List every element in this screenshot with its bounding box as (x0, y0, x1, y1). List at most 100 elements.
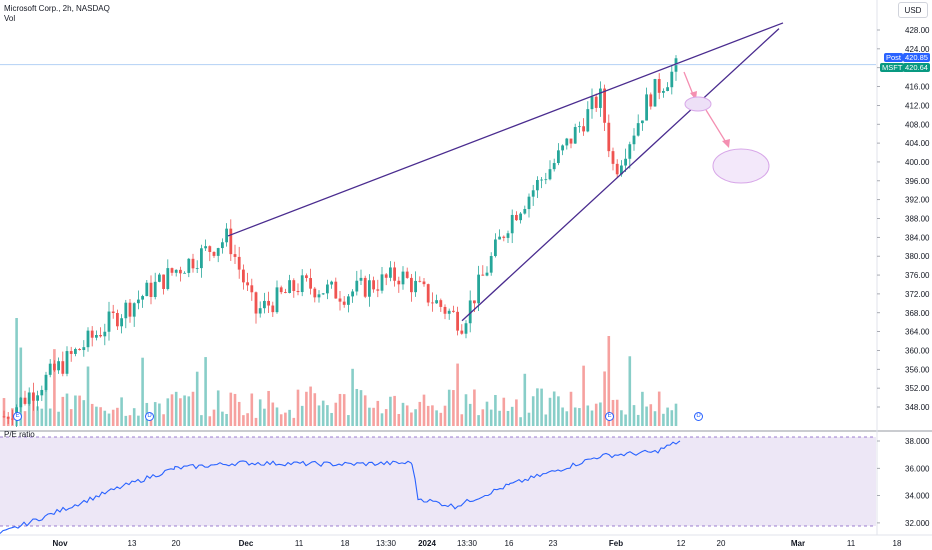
volume-bar (628, 356, 632, 426)
volume-bar (674, 403, 678, 426)
candle-body (23, 397, 27, 404)
time-axis-label: 18 (893, 539, 902, 548)
volume-bar (116, 407, 119, 426)
price-tick-label: 428.00 (905, 26, 930, 35)
volume-bar (300, 405, 304, 426)
candle-body (48, 363, 52, 375)
candle-body (221, 242, 224, 249)
candle-body (376, 289, 380, 291)
candle-body (510, 214, 514, 234)
volume-bar (435, 410, 438, 426)
candle-body (149, 282, 153, 297)
candle-body (229, 228, 233, 255)
volume-bar (586, 405, 590, 426)
time-axis-label: Nov (52, 539, 68, 548)
volume-bar (124, 415, 128, 426)
candle-body (263, 300, 266, 309)
volume-bar (53, 349, 56, 426)
candle-body (359, 277, 363, 281)
time-axis-label: 20 (172, 539, 181, 548)
candle-body (137, 299, 140, 304)
volume-bar (36, 406, 39, 426)
price-tick-label: 372.00 (905, 290, 930, 299)
candle-body (594, 96, 598, 108)
volume-bar (393, 395, 396, 426)
volume-bar (636, 414, 640, 426)
candle-body (460, 330, 464, 334)
candle-body (641, 120, 644, 124)
volume-bar (111, 409, 115, 426)
volume-bar (334, 402, 338, 426)
candle-body (258, 308, 262, 314)
volume-bar (242, 415, 245, 426)
volume-bar (221, 411, 224, 426)
volume-bar (380, 413, 384, 426)
volume-bar (401, 402, 405, 426)
volume-bar (468, 403, 472, 426)
dividend-marker[interactable]: D (145, 412, 154, 421)
volume-bar (330, 412, 333, 426)
volume-bar (288, 409, 291, 426)
candle-body (544, 179, 548, 181)
volume-bar (582, 365, 585, 426)
volume-bar (229, 392, 233, 426)
candle-body (111, 311, 115, 313)
candle-body (120, 318, 123, 327)
candle-body (645, 94, 648, 121)
dividend-marker[interactable]: D (694, 412, 703, 421)
candle-body (628, 144, 632, 159)
price-tick-label: 348.00 (905, 403, 930, 412)
earnings-marker[interactable]: E (13, 412, 22, 421)
volume-bar (27, 397, 31, 426)
volume-bar (78, 395, 81, 426)
pe-pane-background (0, 437, 876, 526)
volume-bar (615, 399, 619, 426)
volume-bar (120, 397, 123, 426)
price-tick-label: 364.00 (905, 328, 930, 337)
candle-body (141, 296, 144, 300)
volume-bar (309, 386, 312, 426)
upper-trendline (227, 22, 784, 237)
candle-body (515, 214, 518, 221)
candle-body (632, 135, 636, 145)
volume-bar (95, 406, 98, 426)
candle-body (573, 127, 577, 144)
candle-body (326, 284, 329, 294)
volume-bar (74, 395, 77, 426)
drawing-overlays (0, 22, 876, 322)
candle-body (443, 306, 447, 314)
volume-bar (174, 391, 178, 426)
candle-body (615, 163, 619, 175)
pe-ratio-line (0, 440, 681, 534)
volume-bar (670, 410, 674, 426)
candle-body (27, 392, 31, 404)
volume-bar (305, 391, 308, 426)
volume-bar (447, 389, 451, 426)
volume-bar (624, 414, 627, 426)
volume-bar (338, 393, 342, 426)
candle-body (426, 284, 430, 303)
candle-body (506, 233, 510, 238)
candle-body (267, 300, 270, 306)
volume-bar (519, 417, 522, 426)
volume-bar (565, 411, 569, 426)
volume-bar (599, 402, 602, 426)
candle-body (6, 416, 10, 419)
volume-bar (166, 398, 170, 426)
candle-body (405, 271, 409, 278)
currency-button[interactable]: USD (898, 2, 928, 18)
candle-body (414, 280, 417, 293)
volume-bar (233, 393, 237, 426)
candle-body (124, 302, 128, 319)
candle-body (158, 274, 161, 282)
volume-bar (347, 415, 350, 426)
volume-bar (531, 396, 535, 426)
post-badge-value: 420.85 (903, 53, 930, 62)
volume-bar (498, 410, 501, 426)
earnings-marker[interactable]: E (605, 412, 614, 421)
candle-body (78, 349, 81, 351)
candle-body (95, 335, 98, 338)
volume-bar (195, 371, 199, 426)
candle-body (208, 246, 212, 252)
